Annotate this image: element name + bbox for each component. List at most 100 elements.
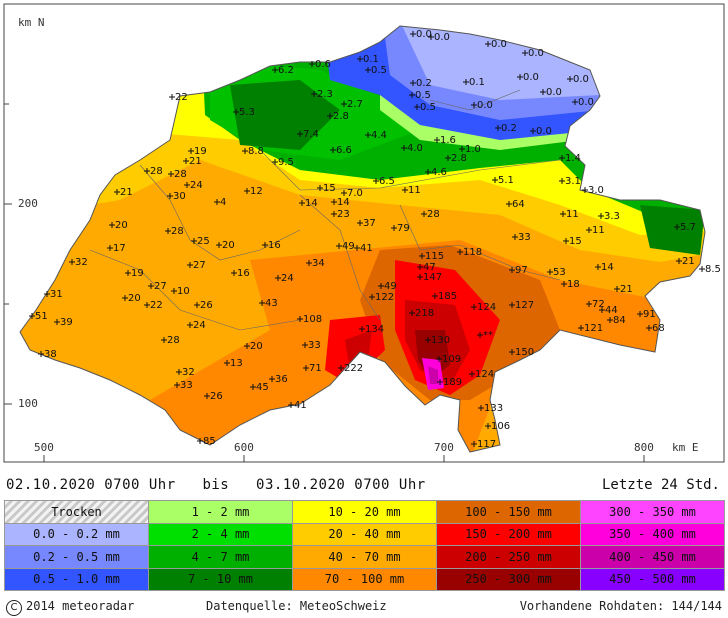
- station-marker: 20: [216, 240, 235, 251]
- station-value: 22: [150, 300, 163, 311]
- station-marker: 24: [184, 180, 203, 191]
- station-value: 8.5: [705, 264, 721, 275]
- station-marker: 85: [197, 436, 216, 447]
- station-marker: 124: [469, 369, 494, 380]
- station-marker: 0.5: [414, 102, 436, 113]
- station-marker: 26: [204, 391, 223, 402]
- station-value: 34: [312, 258, 325, 269]
- station-marker: 12: [244, 186, 263, 197]
- station-marker: 0.0: [572, 97, 594, 108]
- station-value: 0.1: [363, 54, 379, 65]
- station-value: 38: [44, 349, 57, 360]
- station-value: 121: [584, 323, 603, 334]
- station-value: 47: [423, 262, 436, 273]
- station-marker: 0.1: [463, 77, 485, 88]
- station-value: 0.0: [536, 126, 552, 137]
- station-marker: 39: [54, 317, 73, 328]
- station-value: 20: [128, 293, 141, 304]
- station-value: 37: [363, 218, 376, 229]
- copyright: C 2014 meteoradar: [6, 599, 134, 616]
- station-value: 22: [175, 92, 188, 103]
- legend-cell: 400 - 450 mm: [581, 546, 725, 569]
- station-value: 0.0: [523, 72, 539, 83]
- station-value: 72: [592, 299, 605, 310]
- period-separator: bis: [202, 477, 230, 493]
- station-value: 32: [182, 367, 195, 378]
- station-value: 0.0: [578, 97, 594, 108]
- station-value: 14: [601, 262, 614, 273]
- raw-data-count: Vorhandene Rohdaten: 144/144: [519, 599, 722, 613]
- station-value: 0.2: [416, 78, 432, 89]
- station-marker: 49: [378, 281, 397, 292]
- station-marker: 118: [457, 247, 482, 258]
- canton-borders: [89, 89, 561, 331]
- station-marker: 0.2: [410, 78, 432, 89]
- station-marker: 134: [359, 324, 384, 335]
- station-marker: 108: [297, 314, 322, 325]
- station-value: 21: [620, 284, 633, 295]
- station-marker: 27: [187, 260, 206, 271]
- station-marker: 45: [250, 382, 269, 393]
- legend-cell: 350 - 400 mm: [581, 523, 725, 546]
- station-marker: 32: [69, 257, 88, 268]
- station-marker: 2.8: [327, 111, 349, 122]
- station-marker: 14: [331, 197, 350, 208]
- station-marker: 49: [336, 241, 355, 252]
- station-value: 43: [265, 298, 278, 309]
- station-marker: 22: [169, 92, 188, 103]
- station-marker: 51: [29, 311, 48, 322]
- station-value: 1.4: [565, 153, 581, 164]
- station-value: 26: [210, 391, 223, 402]
- station-value: 4.4: [371, 130, 387, 141]
- station-value: 185: [438, 291, 457, 302]
- station-value: 11: [592, 225, 605, 236]
- precipitation-map: 0.0 0.00.00.00.10.50.66.20.2 0.1 0.0 0.00.5 0…: [3, 3, 725, 463]
- y-tick-200: 200: [18, 197, 38, 210]
- station-marker: 3.3: [598, 211, 620, 222]
- station-value: 8.8: [248, 146, 264, 157]
- station-marker: 43: [259, 298, 278, 309]
- station-value: 0.0: [546, 87, 562, 98]
- station-value: 28: [167, 335, 180, 346]
- station-value: 64: [512, 199, 525, 210]
- station-value: 115: [425, 251, 444, 262]
- map-frame: [3, 3, 725, 463]
- station-value: 0.0: [528, 48, 544, 59]
- station-marker: 0.0: [517, 72, 539, 83]
- station-value: 49: [342, 241, 355, 252]
- station-value: 41: [360, 243, 373, 254]
- station-marker: 64: [506, 199, 525, 210]
- station-value: 71: [309, 363, 322, 374]
- station-marker: 28: [165, 226, 184, 237]
- station-value: 26: [200, 300, 213, 311]
- station-value: **: [483, 330, 493, 341]
- station-value: 14: [337, 197, 350, 208]
- station-marker: 33: [174, 380, 193, 391]
- station-marker: 16: [262, 240, 281, 251]
- station-value: 118: [463, 247, 482, 258]
- station-value: 127: [515, 300, 534, 311]
- station-marker: 14: [299, 198, 318, 209]
- legend-cell: 100 - 150 mm: [437, 501, 581, 524]
- station-marker: 5.3: [233, 107, 255, 118]
- station-value: 0.0: [434, 32, 450, 43]
- station-value: 0.1: [469, 77, 485, 88]
- station-marker: 117: [471, 439, 496, 450]
- time-window: Letzte 24 Std.: [601, 477, 720, 493]
- station-marker: 6.2: [272, 65, 294, 76]
- station-value: 16: [237, 268, 250, 279]
- station-value: 218: [415, 308, 434, 319]
- station-value: 5.1: [498, 175, 514, 186]
- station-marker: 8.8: [242, 146, 264, 157]
- station-marker: 11: [560, 209, 579, 220]
- station-value: 18: [567, 279, 580, 290]
- station-value: 91: [643, 309, 656, 320]
- station-values: 0.0 0.00.00.00.10.50.66.20.2 0.1 0.0 0.00.5 0…: [29, 29, 721, 450]
- station-marker: 41: [354, 243, 373, 254]
- station-value: 97: [515, 265, 528, 276]
- station-value: 124: [475, 369, 494, 380]
- station-marker: 10: [171, 286, 190, 297]
- station-marker: 3.0: [582, 185, 604, 196]
- station-marker: 15: [317, 183, 336, 194]
- station-marker: 28: [168, 169, 187, 180]
